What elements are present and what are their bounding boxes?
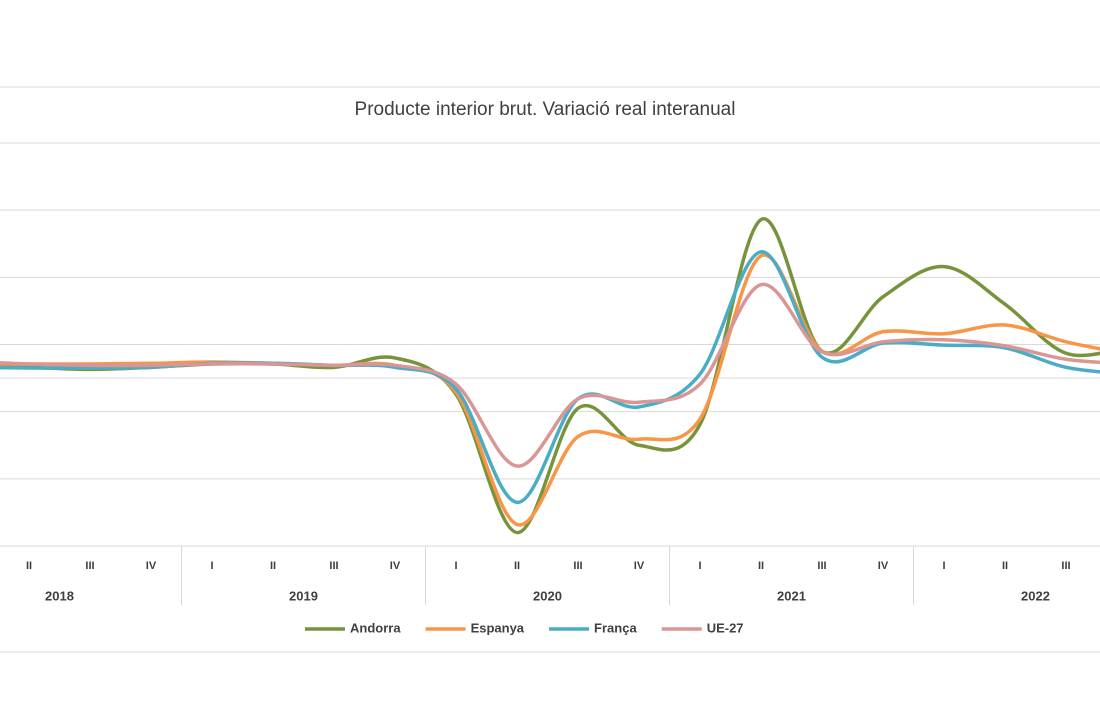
x-tick-label: II xyxy=(26,560,32,572)
series-line xyxy=(0,253,1100,527)
x-tick-label: I xyxy=(454,560,457,572)
year-label: 2022 xyxy=(1021,588,1050,603)
x-tick-label: IV xyxy=(634,560,645,572)
legend-label: Andorra xyxy=(350,620,401,635)
x-tick-label: IV xyxy=(390,560,401,572)
x-tick-label: III xyxy=(1061,560,1070,572)
legend-label: França xyxy=(594,620,637,635)
series-line xyxy=(0,282,1100,468)
x-tick-label: II xyxy=(270,560,276,572)
x-tick-label: IV xyxy=(146,560,157,572)
x-tick-label: II xyxy=(758,560,764,572)
x-tick-label: III xyxy=(817,560,826,572)
chart-title: Producte interior brut. Variació real in… xyxy=(355,99,736,120)
year-label: 2021 xyxy=(777,588,806,603)
legend-label: UE-27 xyxy=(707,620,744,635)
year-label: 2018 xyxy=(45,588,74,603)
x-tick-label: III xyxy=(573,560,582,572)
x-tick-label: I xyxy=(698,560,701,572)
x-tick-label: II xyxy=(514,560,520,572)
x-tick-label: III xyxy=(85,560,94,572)
x-tick-label: I xyxy=(942,560,945,572)
legend-label: Espanya xyxy=(471,620,525,635)
x-tick-label: I xyxy=(210,560,213,572)
x-tick-label: III xyxy=(329,560,338,572)
x-tick-label: IV xyxy=(878,560,889,572)
year-label: 2019 xyxy=(289,588,318,603)
year-label: 2020 xyxy=(533,588,562,603)
x-tick-label: II xyxy=(1002,560,1008,572)
